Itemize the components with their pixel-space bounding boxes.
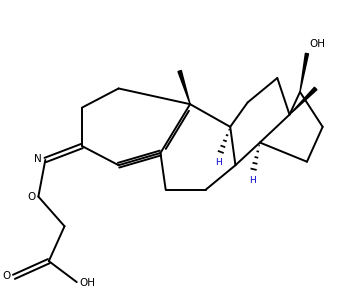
Polygon shape [178,70,190,104]
Polygon shape [300,53,309,92]
Text: O: O [27,192,36,202]
Polygon shape [289,87,317,115]
Text: H: H [215,158,221,167]
Text: H: H [250,176,256,185]
Text: OH: OH [310,39,326,49]
Text: OH: OH [79,278,96,288]
Text: N: N [34,154,42,164]
Text: O: O [2,271,11,281]
